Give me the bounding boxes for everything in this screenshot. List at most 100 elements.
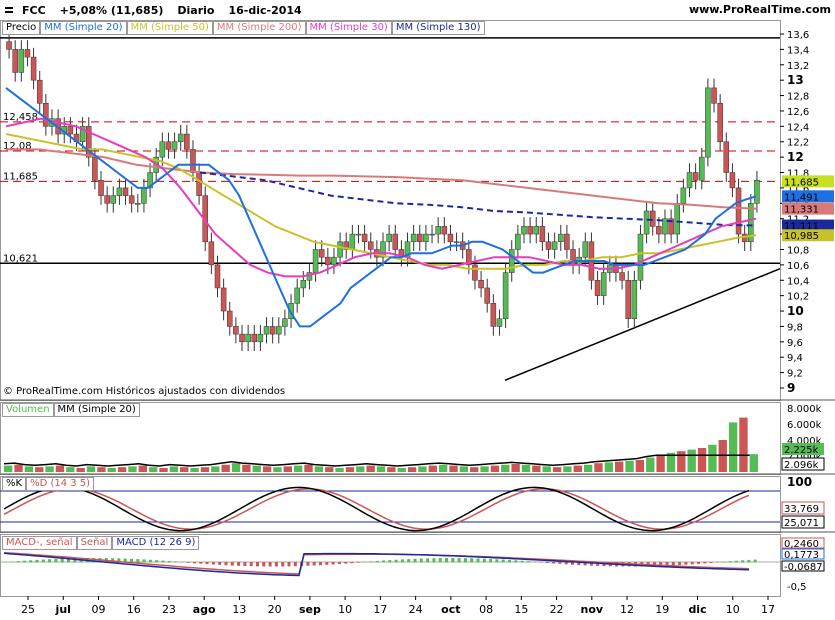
candle-body <box>558 233 564 243</box>
candle-body <box>594 280 601 296</box>
site-url: www.ProRealTime.com <box>688 3 831 16</box>
candle-body <box>717 103 723 142</box>
legend-macd-hist[interactable]: MACD-, señal <box>2 536 77 550</box>
macd-hist-bar <box>571 562 574 565</box>
macd-hist-bar <box>10 561 14 563</box>
candle-body <box>349 233 356 250</box>
volume-bar <box>128 466 137 472</box>
volume-bar <box>356 466 365 472</box>
macd-hist-bar <box>155 560 159 563</box>
legend-volume-mm[interactable]: MM (Simple 20) <box>53 403 140 417</box>
value-tag-bg <box>781 501 825 515</box>
x-tick-label: jul <box>55 603 71 616</box>
candle-body <box>43 103 49 127</box>
candle-body <box>619 272 625 281</box>
x-tick-label: oct <box>441 603 460 616</box>
stoch-k-line <box>3 486 750 532</box>
volume-mm-line <box>3 454 750 467</box>
macd-hist-bar <box>520 560 524 563</box>
volume-bar <box>552 467 562 472</box>
volume-bar <box>200 467 210 472</box>
candle-body <box>18 49 25 73</box>
legend-macd[interactable]: MACD (12 26 9) <box>112 536 200 550</box>
macd-hist-bar <box>665 562 669 566</box>
candle-body <box>196 172 202 196</box>
value-tag-bg <box>781 457 825 471</box>
chart-header: FCC +5,08% (11,685) Diario 16-dic-2014 w… <box>0 0 835 20</box>
value-tag: 2.096k <box>784 460 819 471</box>
legend-stoch-d[interactable]: %D (14 3 5) <box>26 477 95 491</box>
y-tick-label: 10 <box>787 304 804 318</box>
candle-body <box>466 249 472 266</box>
value-tag-bg <box>781 548 825 560</box>
x-tick-label: nov <box>581 603 604 616</box>
volume-bar <box>345 467 355 472</box>
candle-body <box>294 287 300 304</box>
candle-body <box>521 226 527 235</box>
macd-hist-bar <box>186 562 190 563</box>
value-tag-bg <box>782 175 834 188</box>
macd-hist-bar <box>224 562 228 566</box>
macd-hist-bar <box>753 559 757 563</box>
macd-hist-bar <box>262 562 266 567</box>
volume-bar <box>97 467 106 472</box>
y-tick-label: 11,6 <box>787 184 809 195</box>
macd-hist-bar <box>564 562 568 565</box>
hline-label: 10,621 <box>3 253 38 264</box>
legend-sma30[interactable]: MM (Simple 30) <box>305 21 392 35</box>
menu-icon[interactable] <box>4 5 14 15</box>
candle-body <box>711 87 717 104</box>
x-tick-label: 09 <box>91 603 105 616</box>
candle-body <box>367 241 374 250</box>
macd-hist-bar <box>293 562 297 567</box>
macd-hist-bar <box>356 562 360 563</box>
candle-body <box>723 141 730 173</box>
candle-body <box>643 210 650 235</box>
legend-macd-signal[interactable]: Señal <box>76 536 113 550</box>
x-tick-label: 25 <box>21 603 35 616</box>
volume-bar <box>718 440 727 472</box>
legend-volume[interactable]: Volumen <box>2 403 54 417</box>
legend-stoch-k[interactable]: %K <box>2 477 27 491</box>
macd-hist-bar <box>35 559 39 563</box>
legend-price[interactable]: Precio <box>2 21 41 35</box>
candle-body <box>282 318 288 327</box>
y-tick-label: 13,4 <box>787 45 809 56</box>
volume-bar <box>231 463 241 472</box>
y-tick-label: 12,6 <box>787 107 809 118</box>
stoch-tick-label: 100 <box>787 475 812 489</box>
volume-bar <box>180 467 189 472</box>
volume-bar <box>697 448 707 472</box>
y-tick-label: 12 <box>787 150 804 164</box>
volume-bar <box>677 451 686 472</box>
value-tag: 11,331 <box>784 205 819 216</box>
macd-hist-bar <box>319 562 322 566</box>
y-tick-label: 11,8 <box>787 169 809 180</box>
volume-bar <box>532 465 541 472</box>
candle-body <box>662 218 668 235</box>
volume-bar <box>117 467 127 472</box>
macd-line <box>3 552 750 577</box>
legend-sma130[interactable]: MM (Simple 130) <box>391 21 485 35</box>
macd-legend: MACD-, señal Señal MACD (12 26 9) <box>2 536 200 550</box>
volume-bar <box>242 464 251 472</box>
stoch-legend: %K %D (14 3 5) <box>2 477 95 491</box>
candle-body <box>79 126 86 142</box>
candle-body <box>625 280 631 319</box>
y-tick-label: 9,8 <box>787 322 803 333</box>
candle-body <box>184 133 190 150</box>
volume-bar <box>107 468 116 472</box>
volume-bar <box>728 422 738 472</box>
candle-body <box>30 56 37 81</box>
legend-sma20[interactable]: MM (Simple 20) <box>40 21 127 35</box>
volume-bar <box>24 466 34 472</box>
candle-body <box>686 172 693 189</box>
legend-sma50[interactable]: MM (Simple 50) <box>126 21 213 35</box>
volume-bar <box>86 466 96 472</box>
macd-hist-bar <box>539 562 543 563</box>
candle-body <box>355 233 362 236</box>
y-tick-label: 9 <box>787 381 795 395</box>
volume-bar <box>314 466 324 472</box>
value-tag: 11,491 <box>784 192 819 203</box>
legend-sma200[interactable]: MM (Simple 200) <box>212 21 306 35</box>
